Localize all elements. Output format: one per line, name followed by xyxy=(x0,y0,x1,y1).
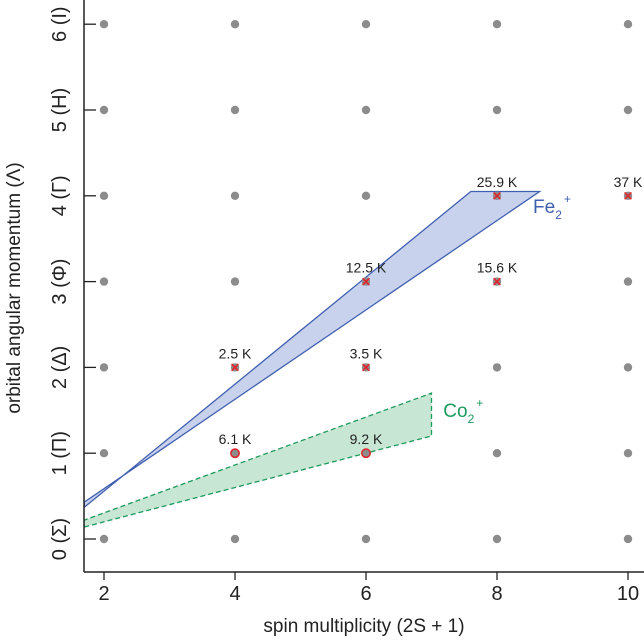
grid-point xyxy=(230,277,240,286)
grid-point xyxy=(492,449,502,458)
grid-point xyxy=(623,363,633,372)
x-tick-label: 2 xyxy=(98,583,109,605)
cross-stroke xyxy=(493,277,501,286)
y-tick-label: 4 (Γ) xyxy=(49,175,71,216)
grid-point xyxy=(230,191,240,200)
y-tick-label: 1 (Π) xyxy=(49,431,71,475)
grid-point xyxy=(99,449,109,458)
grid-point xyxy=(492,105,502,115)
cross-stroke xyxy=(362,277,370,286)
grid-point xyxy=(623,277,633,286)
grid-point xyxy=(99,277,109,286)
grid-point xyxy=(230,449,240,458)
grid-point xyxy=(99,191,109,200)
grid-point xyxy=(99,105,109,115)
y-tick-label: 6 (I) xyxy=(49,6,71,42)
x-axis-title: spin multiplicity (2S + 1) xyxy=(263,616,464,637)
cross-stroke xyxy=(624,191,632,200)
grid-point xyxy=(230,20,240,29)
point-label: 2.5 K xyxy=(219,345,252,361)
ticks-layer: 2 4 6 8 10 0 (Σ) 1 (Π) 2 (Δ) 3 (Φ) 4 (Γ) 5 (H) 6 (I… xyxy=(49,6,639,605)
point-label: 9.2 K xyxy=(350,431,383,447)
grid-point xyxy=(230,534,240,544)
region-co xyxy=(83,392,433,528)
grid-points-layer xyxy=(99,20,633,544)
point-label: 12.5 K xyxy=(346,260,387,276)
x-tick-label: 10 xyxy=(617,583,639,605)
x-tick-label: 6 xyxy=(360,583,371,605)
regions-layer: Fe2+ Co2+ xyxy=(83,190,571,528)
grid-point xyxy=(99,363,109,372)
grid-point xyxy=(492,20,502,29)
point-label: 15.6 K xyxy=(477,260,518,276)
axes xyxy=(83,0,644,573)
point-label: 25.9 K xyxy=(477,174,518,190)
grid-point xyxy=(492,534,502,544)
grid-point xyxy=(361,534,371,544)
cross-marker xyxy=(362,277,370,286)
cross-marker xyxy=(493,277,501,286)
cross-stroke xyxy=(231,363,239,372)
grid-point xyxy=(492,363,502,372)
y-axis-title: orbital angular momentum (Λ) xyxy=(4,162,25,413)
open-circle-marker xyxy=(361,448,371,459)
grid-point xyxy=(623,105,633,115)
cross-marker xyxy=(231,363,239,372)
point-label: 3.5 K xyxy=(350,345,383,361)
open-circle-marker xyxy=(230,448,240,459)
grid-point xyxy=(361,449,371,458)
region-label-co: Co2+ xyxy=(443,396,483,426)
grid-point xyxy=(99,534,109,544)
grid-point xyxy=(361,105,371,115)
grid-point xyxy=(99,20,109,29)
cross-stroke xyxy=(493,191,501,200)
grid-point xyxy=(361,20,371,29)
cross-marker xyxy=(624,191,632,200)
grid-point xyxy=(230,105,240,115)
cross-marker xyxy=(362,363,370,372)
grid-point xyxy=(623,20,633,29)
cross-marker xyxy=(493,191,501,200)
point-label: 37 K xyxy=(614,174,643,190)
y-tick-label: 0 (Σ) xyxy=(49,518,71,560)
grid-point xyxy=(623,534,633,544)
x-tick-label: 4 xyxy=(229,583,240,605)
x-tick-label: 8 xyxy=(491,583,502,605)
y-tick-label: 5 (H) xyxy=(49,88,71,132)
markers-layer: 2.5 K 3.5 K 12.5 K 15.6 K 25.9 K 37 K 6.1 K 9.2… xyxy=(219,174,643,459)
grid-point xyxy=(361,191,371,200)
y-tick-label: 3 (Φ) xyxy=(49,259,71,305)
point-label: 6.1 K xyxy=(219,431,252,447)
region-label-fe: Fe2+ xyxy=(533,192,571,222)
grid-point xyxy=(623,449,633,458)
y-tick-label: 2 (Δ) xyxy=(49,346,71,389)
cross-stroke xyxy=(362,363,370,372)
